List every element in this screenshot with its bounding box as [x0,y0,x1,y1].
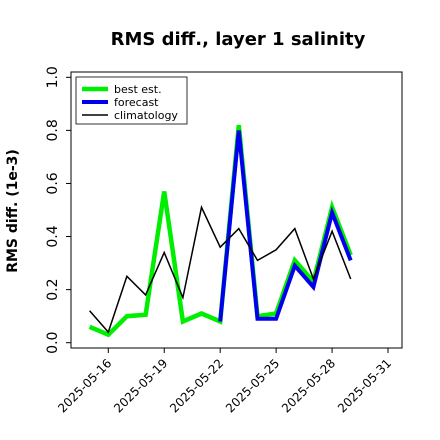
x-axis: 2025-05-162025-05-192025-05-222025-05-25… [55,348,394,415]
y-axis-label: RMS diff. (1e-3) [5,149,21,273]
plot-frame [70,71,403,349]
x-tick-label: 2025-05-31 [335,356,394,415]
y-tick-label: 0.4 [45,225,61,247]
series-line-forecast [218,130,353,322]
y-axis: 0.0 0.2 0.4 0.6 0.8 1.0 [45,66,71,354]
plot-area [88,124,353,338]
x-tick-label: 2025-05-25 [223,356,282,415]
y-tick-label: 0.6 [45,172,61,194]
y-tick-label: 1.0 [45,66,61,88]
y-tick-label: 0.0 [45,332,61,354]
legend-label: forecast [114,96,159,109]
y-tick-label: 0.8 [45,119,61,141]
legend-label: best est. [114,83,162,96]
y-tick-label: 0.2 [45,278,61,300]
x-tick-label: 2025-05-16 [55,356,114,415]
legend-label: climatology [114,109,178,122]
x-tick-label: 2025-05-22 [167,356,226,415]
series-line-climatology [89,204,352,334]
chart-title: RMS diff., layer 1 salinity [111,29,366,50]
x-tick-label: 2025-05-28 [279,356,338,415]
x-tick-label: 2025-05-19 [111,356,170,415]
